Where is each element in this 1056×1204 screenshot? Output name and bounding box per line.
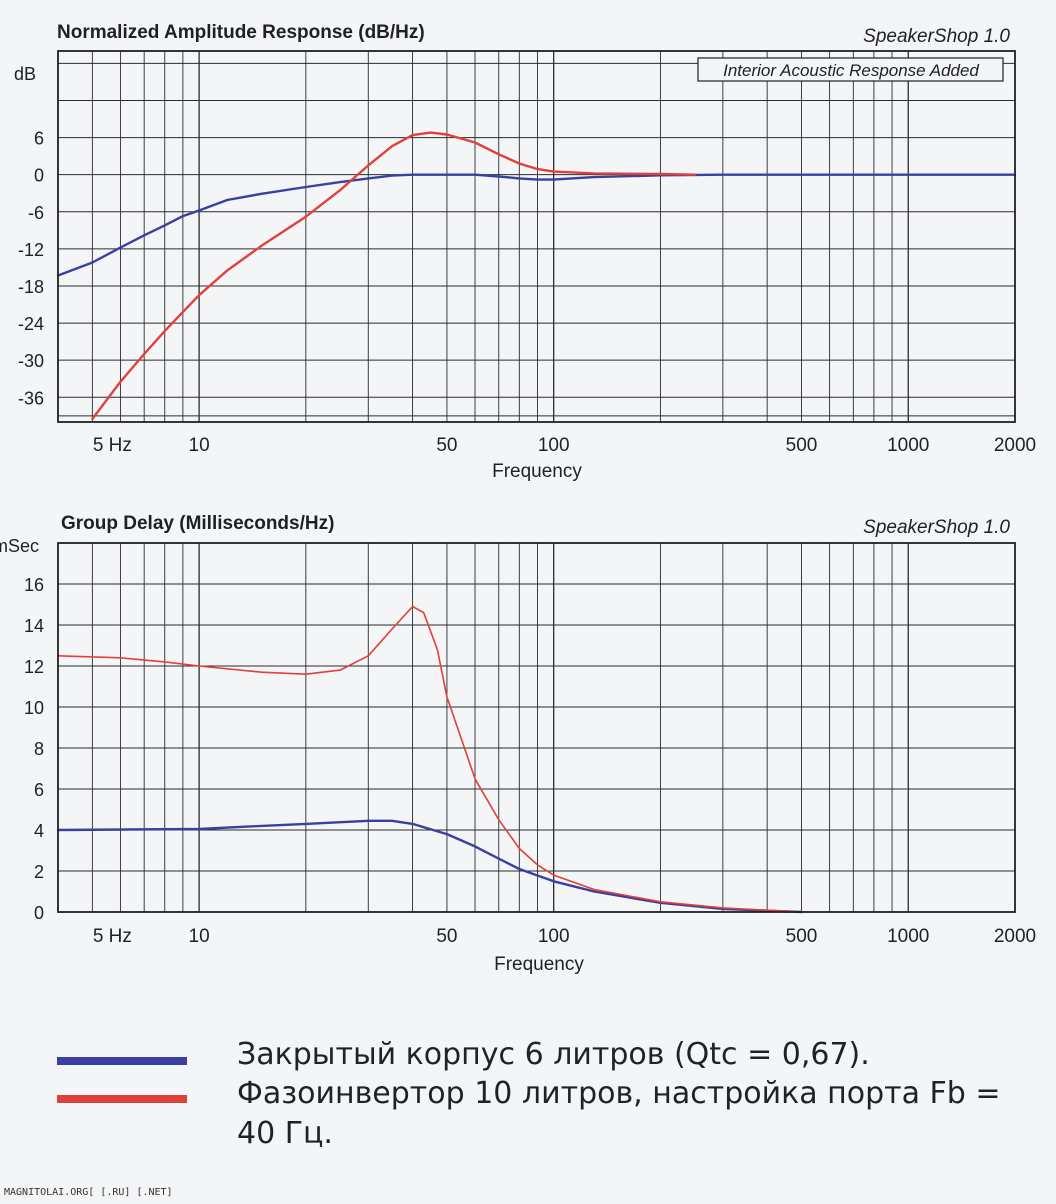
x-axis-label: Frequency <box>492 461 582 482</box>
footer-watermark: MAGNITOLAI.ORG[ [.RU] [.NET] <box>4 1187 173 1198</box>
plot-background <box>58 543 1015 912</box>
y-unit-label: dB <box>14 64 36 84</box>
series-line-closed-box <box>56 173 1017 277</box>
x-tick-label: 2000 <box>994 435 1036 456</box>
series-line-bass-reflex <box>91 131 696 421</box>
y-tick-label: 16 <box>24 575 44 595</box>
y-unit-label: mSec <box>0 536 39 556</box>
y-tick-label: 10 <box>24 698 44 718</box>
x-tick-label: 500 <box>786 435 818 456</box>
y-tick-label: -36 <box>18 388 44 408</box>
group-delay-chart: Group Delay (Milliseconds/Hz) SpeakerSho… <box>0 513 1036 975</box>
plot-frame <box>57 542 1016 913</box>
amplitude-response-chart: Normalized Amplitude Response (dB/Hz) Sp… <box>14 22 1036 482</box>
y-tick-label: 6 <box>34 780 44 800</box>
x-axis-label: Frequency <box>494 954 584 975</box>
y-tick-label: 14 <box>24 616 44 636</box>
y-tick-label: 0 <box>34 166 44 186</box>
x-tick-label: 50 <box>436 435 457 456</box>
series-line-bass-reflex <box>57 605 803 913</box>
legend-label: Закрытый корпус 6 литров (Qtc = 0,67). <box>237 1037 870 1072</box>
plot-background <box>58 51 1015 422</box>
y-tick-label: -6 <box>28 203 44 223</box>
x-tick-label: 1000 <box>887 926 929 947</box>
y-tick-label: 4 <box>34 821 44 841</box>
chart-title: Normalized Amplitude Response (dB/Hz) <box>57 22 425 43</box>
plot-area: 0 2 4 6 8 10 12 14 16 5 Hz 10 50 100 500 1000 2000 <box>24 542 1036 947</box>
x-tick-label: 50 <box>436 926 457 947</box>
y-tick-label: -30 <box>18 351 44 371</box>
legend-item-closed-box: Закрытый корпус 6 литров (Qtc = 0,67). <box>55 1036 1035 1074</box>
y-tick-label: 12 <box>24 657 44 677</box>
series-line-closed-box <box>56 819 803 914</box>
x-tick-label: 10 <box>189 926 210 947</box>
legend: Закрытый корпус 6 литров (Qtc = 0,67). Ф… <box>55 1036 1035 1151</box>
x-tick-label: 1000 <box>887 435 929 456</box>
x-tick-label: 5 Hz <box>93 435 132 456</box>
x-tick-label: 100 <box>538 435 570 456</box>
y-tick-label: 2 <box>34 862 44 882</box>
y-tick-label: -24 <box>18 314 44 334</box>
annotation-box <box>697 57 1004 82</box>
speakershop-label: SpeakerShop 1.0 <box>863 26 1010 47</box>
chart-title: Group Delay (Milliseconds/Hz) <box>61 513 334 534</box>
x-tick-label: 5 Hz <box>93 926 132 947</box>
y-tick-label: -18 <box>18 277 44 297</box>
legend-item-bass-reflex: Фазоинвертор 10 литров, настройка порта … <box>55 1074 1035 1151</box>
plot-area: 6 0 -6 -12 -18 -24 -30 -36 5 Hz 10 50 100 500 1000 200… <box>18 50 1036 456</box>
x-tick-label: 10 <box>189 435 210 456</box>
x-tick-label: 2000 <box>994 926 1036 947</box>
annotation-text: Interior Acoustic Response Added <box>723 61 979 80</box>
y-tick-label: 0 <box>34 903 44 923</box>
y-tick-label: -12 <box>18 240 44 260</box>
x-tick-label: 100 <box>538 926 570 947</box>
plot-frame <box>57 50 1016 423</box>
speakershop-label: SpeakerShop 1.0 <box>863 517 1010 538</box>
y-tick-label: 6 <box>34 129 44 149</box>
x-tick-label: 500 <box>786 926 818 947</box>
legend-label: Фазоинвертор 10 литров, настройка порта … <box>237 1076 1001 1151</box>
y-tick-label: 8 <box>34 739 44 759</box>
legend-swatch-blue <box>57 1057 187 1065</box>
legend-swatch-red <box>57 1095 187 1103</box>
